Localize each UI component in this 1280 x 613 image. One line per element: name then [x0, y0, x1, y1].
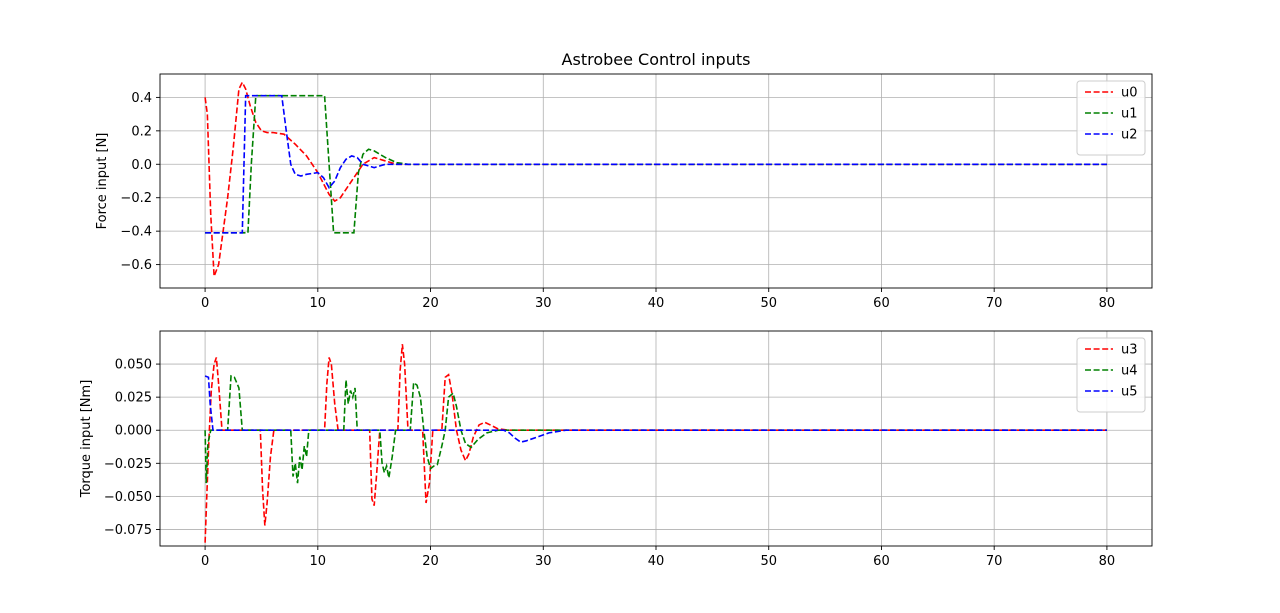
force-ytick-label: 0.0 — [131, 158, 152, 173]
torque-ytick-label: 0.050 — [115, 358, 152, 373]
force-legend: u0 u1 u2 — [1076, 80, 1146, 156]
torque-ytick-label: 0.000 — [115, 424, 152, 439]
torque-legend-box — [1076, 337, 1146, 413]
legend-label-u0: u0 — [1121, 86, 1138, 101]
legend-label-u3: u3 — [1121, 343, 1138, 358]
force-ytick-label: −0.6 — [120, 258, 152, 273]
torque-xtick-label: 50 — [760, 554, 777, 569]
force-xtick-label: 70 — [986, 296, 1003, 311]
force-xtick-label: 60 — [873, 296, 890, 311]
force-legend-box — [1076, 80, 1146, 156]
force-ylabel: Force input [N] — [95, 133, 110, 230]
force-ytick-label: 0.2 — [131, 124, 152, 139]
force-xtick-label: 80 — [1099, 296, 1116, 311]
force-xtick-label: 30 — [535, 296, 552, 311]
torque-xtick-label: 30 — [535, 554, 552, 569]
force-panel: 0 10 20 30 40 50 60 70 80 −0.6 −0.4 −0.2 0.0 0.2 0.4 Fo… — [95, 73, 1153, 311]
torque-ytick-label: 0.025 — [115, 391, 152, 406]
torque-xtick-label: 70 — [986, 554, 1003, 569]
force-ytick-label: 0.4 — [131, 91, 152, 106]
series-line-u4 — [204, 374, 1107, 484]
torque-panel: 0 10 20 30 40 50 60 70 80 −0.075 −0.050 −0.025 0.000… — [79, 330, 1153, 569]
force-xtick-label: 50 — [760, 296, 777, 311]
series-line-u2 — [205, 94, 1107, 234]
legend-label-u2: u2 — [1121, 128, 1138, 143]
force-ytick-label: −0.2 — [120, 191, 152, 206]
torque-xtick-label: 40 — [648, 554, 665, 569]
force-xtick-label: 0 — [201, 296, 209, 311]
legend-label-u4: u4 — [1121, 364, 1138, 379]
series-line-u0 — [204, 80, 1107, 277]
torque-xtick-label: 20 — [422, 554, 439, 569]
legend-label-u5: u5 — [1121, 385, 1138, 400]
force-ytick-label: −0.4 — [120, 225, 152, 240]
legend-label-u1: u1 — [1121, 107, 1138, 122]
torque-ytick-label: −0.025 — [104, 457, 152, 472]
chart-title: Astrobee Control inputs — [562, 50, 751, 69]
torque-xtick-label: 10 — [310, 554, 327, 569]
series-line-u5 — [204, 375, 1107, 444]
torque-xtick-label: 80 — [1099, 554, 1116, 569]
torque-xtick-label: 60 — [873, 554, 890, 569]
torque-ylabel: Torque input [Nm] — [79, 380, 94, 499]
torque-legend: u3 u4 u5 — [1076, 337, 1146, 413]
torque-ytick-label: −0.075 — [104, 523, 152, 538]
force-xtick-label: 20 — [422, 296, 439, 311]
force-xtick-label: 40 — [648, 296, 665, 311]
torque-ytick-label: −0.050 — [104, 490, 152, 505]
force-xtick-label: 10 — [310, 296, 327, 311]
series-line-u1 — [205, 94, 1107, 234]
torque-xtick-label: 0 — [201, 554, 209, 569]
